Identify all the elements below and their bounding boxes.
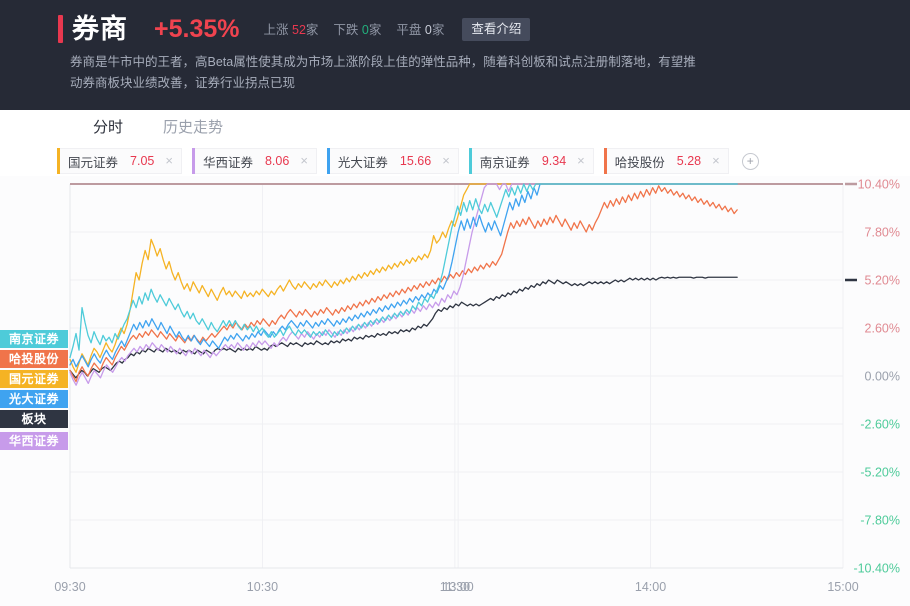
legend-item[interactable]: 光大证券 [0, 390, 68, 408]
stat-unchanged-label: 平盘 [396, 22, 422, 37]
chart-legend: 南京证券哈投股份国元证券光大证券板块华西证券 [0, 330, 70, 452]
stat-unchanged-value: 0 [424, 22, 432, 37]
tab-intraday[interactable]: 分时 [93, 119, 124, 136]
stock-chip-guangda[interactable]: 光大证券 15.66 × [326, 148, 459, 174]
chip-color-bar [468, 148, 472, 174]
y-axis-tick-label: -5.20% [860, 466, 900, 480]
y-axis-tick-label: -2.60% [860, 418, 900, 432]
legend-item[interactable]: 哈投股份 [0, 350, 68, 368]
y-axis-tick-label: 7.80% [865, 226, 900, 240]
chip-price: 15.66 [399, 154, 432, 168]
title-accent-bar [58, 15, 63, 43]
chip-price: 9.34 [541, 154, 567, 168]
y-axis-tick-label: 5.20% [865, 274, 900, 288]
chip-price: 8.06 [264, 154, 290, 168]
legend-item[interactable]: 华西证券 [0, 432, 68, 450]
stat-declining-value: 0 [361, 22, 369, 37]
stat-unchanged: 平盘 0家 [396, 19, 444, 38]
legend-item[interactable]: 国元证券 [0, 370, 68, 388]
x-axis-tick-label: 14:00 [635, 580, 666, 594]
close-icon[interactable]: × [712, 153, 720, 168]
y-axis-tick-label: 0.00% [865, 370, 900, 384]
chip-name: 南京证券 [479, 155, 530, 170]
close-icon[interactable]: × [300, 153, 308, 168]
add-stock-icon[interactable]: + [741, 152, 759, 170]
chip-color-bar [326, 148, 330, 174]
chip-name: 光大证券 [337, 155, 388, 170]
chart-series-line-国元证券 [69, 183, 738, 373]
chart-series-line-南京证券 [69, 183, 738, 359]
chip-name: 哈投股份 [614, 155, 665, 170]
intraday-chart: 10.40% 7.80% 5.20% 2.60% 0.00% -2.60% -5.20% -7… [0, 176, 910, 606]
y-axis-tick-label: -7.80% [860, 514, 900, 528]
x-axis-tick-label: 15:00 [827, 580, 858, 594]
chart-series-line-哈投股份 [69, 185, 738, 383]
stock-chip-hatou[interactable]: 哈投股份 5.28 × [603, 148, 729, 174]
legend-item-label: 板块 [21, 412, 47, 426]
stat-advancing-unit: 家 [305, 22, 319, 37]
x-axis-tick-label: 11:30 [440, 580, 470, 594]
stock-chip-huaxi[interactable]: 华西证券 8.06 × [191, 148, 317, 174]
stat-declining-label: 下跌 [333, 22, 359, 37]
stock-chip-guoyuan[interactable]: 国元证券 7.05 × [57, 148, 182, 174]
stat-declining-unit: 家 [368, 22, 382, 37]
chart-canvas: 10.40% 7.80% 5.20% 2.60% 0.00% -2.60% -5.20% -7… [54, 178, 900, 595]
x-axis-tick-label: 09:30 [54, 580, 85, 594]
chip-color-bar [191, 148, 195, 174]
chip-name: 华西证券 [202, 155, 253, 170]
y-axis-tick-label: 10.40% [858, 178, 900, 192]
chart-series-line-板块 [69, 276, 738, 379]
page-header: 券商 +5.35% 上涨 52家 下跌 0家 平盘 0家 查看介绍 券商是牛市中… [0, 0, 910, 110]
legend-item-label: 哈投股份 [8, 352, 59, 366]
legend-item-label: 华西证券 [8, 434, 59, 448]
sector-change-percent: +5.35% [154, 15, 240, 43]
stat-unchanged-unit: 家 [431, 22, 445, 37]
x-axis-tick-label: 13:00 [442, 580, 473, 594]
tab-history[interactable]: 历史走势 [163, 119, 224, 136]
close-icon[interactable]: × [442, 153, 450, 168]
y-axis-tick-label: -10.40% [853, 562, 900, 576]
chart-tabs: 分时 历史走势 [0, 110, 910, 146]
legend-item-label: 南京证券 [8, 332, 59, 346]
legend-item[interactable]: 板块 [0, 410, 68, 428]
stat-advancing-label: 上涨 [263, 22, 289, 37]
sector-description: 券商是牛市中的王者，高Beta属性使其成为市场上涨阶段上佳的弹性品种，随着科创板… [70, 55, 696, 90]
stock-chip-nanjing[interactable]: 南京证券 9.34 × [468, 148, 594, 174]
header-stats: 上涨 52家 下跌 0家 平盘 0家 [264, 19, 445, 40]
chip-name: 国元证券 [68, 155, 119, 170]
x-axis-tick-label: 10:30 [247, 580, 278, 594]
chip-color-bar [603, 148, 607, 174]
chip-price: 5.28 [676, 154, 702, 168]
legend-item-label: 光大证券 [8, 392, 59, 406]
stat-declining: 下跌 0家 [333, 19, 381, 38]
header-title-row: 券商 +5.35% 上涨 52家 下跌 0家 平盘 0家 查看介绍 [0, 0, 910, 44]
legend-item-label: 国元证券 [8, 372, 59, 386]
page-title: 券商 [72, 14, 128, 44]
close-icon[interactable]: × [577, 153, 585, 168]
y-axis-tick-label: 2.60% [865, 322, 900, 336]
legend-item[interactable]: 南京证券 [0, 330, 68, 348]
stat-advancing-value: 52 [292, 22, 306, 37]
stat-advancing: 上涨 52家 [264, 19, 319, 38]
chart-series-line-光大证券 [69, 183, 738, 368]
stock-chip-list: 国元证券 7.05 × 华西证券 8.06 × 光大证券 15.66 × 南京证… [57, 148, 817, 174]
view-intro-button[interactable]: 查看介绍 [462, 17, 531, 41]
chip-color-bar [57, 148, 60, 174]
chart-series-line-华西证券 [69, 183, 738, 386]
chip-price: 7.05 [130, 154, 155, 168]
close-icon[interactable]: × [165, 153, 173, 168]
